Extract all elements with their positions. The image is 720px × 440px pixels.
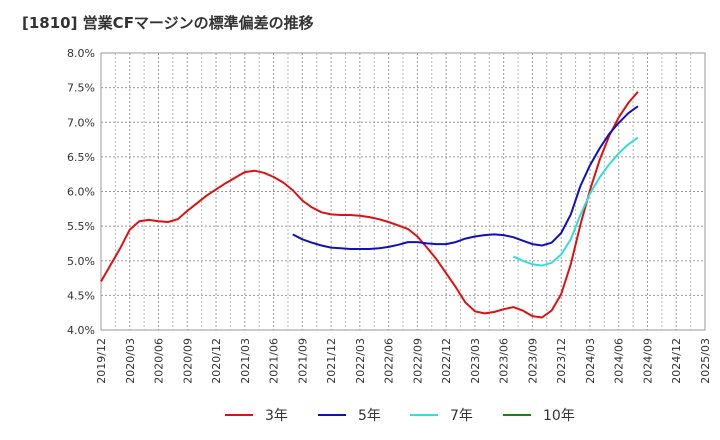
x-tick-label: 2022/03 <box>354 338 367 384</box>
y-tick-label: 7.5% <box>67 82 95 95</box>
y-tick-label: 6.0% <box>67 186 95 199</box>
x-tick-label: 2021/03 <box>239 338 252 384</box>
x-tick-label: 2023/09 <box>526 338 539 384</box>
legend-label-1: 5年 <box>358 408 381 424</box>
x-tick-label: 2021/12 <box>325 338 338 384</box>
x-tick-label: 2021/06 <box>268 338 281 384</box>
y-tick-label: 7.0% <box>67 116 95 129</box>
x-tick-label: 2020/09 <box>181 338 194 384</box>
y-tick-label: 4.0% <box>67 324 95 337</box>
x-tick-label: 2023/03 <box>469 338 482 384</box>
x-tick-label: 2020/03 <box>124 338 137 384</box>
y-tick-label: 6.5% <box>67 151 95 164</box>
x-tick-label: 2020/06 <box>153 338 166 384</box>
series-lines <box>100 91 639 319</box>
chart-title: [1810] 営業CFマージンの標準偏差の推移 <box>22 14 314 32</box>
x-axis-ticks: 2019/12 2020/03 2020/06 2020/09 2020/12 2021/… <box>95 338 712 384</box>
legend-label-2: 7年 <box>450 408 473 424</box>
y-tick-label: 4.5% <box>67 289 95 302</box>
x-tick-label: 2024/03 <box>584 338 597 384</box>
x-tick-label: 2023/06 <box>498 338 511 384</box>
legend: 3年 5年 7年 10年 <box>225 408 575 424</box>
x-tick-label: 2024/09 <box>641 338 654 384</box>
y-axis-ticks: 8.0% 7.5% 7.0% 6.5% 6.0% 5.5% 5.0% 4.5% 4.0% <box>67 47 95 337</box>
series-line-0 <box>100 91 639 319</box>
y-tick-label: 5.0% <box>67 255 95 268</box>
x-tick-label: 2022/06 <box>383 338 396 384</box>
x-tick-label: 2023/12 <box>555 338 568 384</box>
legend-label-3: 10年 <box>543 408 575 424</box>
series-line-2 <box>512 136 639 267</box>
y-tick-label: 8.0% <box>67 47 95 60</box>
x-tick-label: 2024/06 <box>613 338 626 384</box>
series-line-1 <box>292 105 639 250</box>
x-tick-label: 2020/12 <box>210 338 223 384</box>
x-tick-label: 2019/12 <box>95 338 108 384</box>
x-tick-label: 2022/12 <box>440 338 453 384</box>
x-tick-label: 2021/09 <box>296 338 309 384</box>
y-tick-label: 5.5% <box>67 220 95 233</box>
x-tick-label: 2024/12 <box>670 338 683 384</box>
x-tick-label: 2025/03 <box>699 338 712 384</box>
x-tick-label: 2022/09 <box>411 338 424 384</box>
legend-label-0: 3年 <box>265 408 288 424</box>
